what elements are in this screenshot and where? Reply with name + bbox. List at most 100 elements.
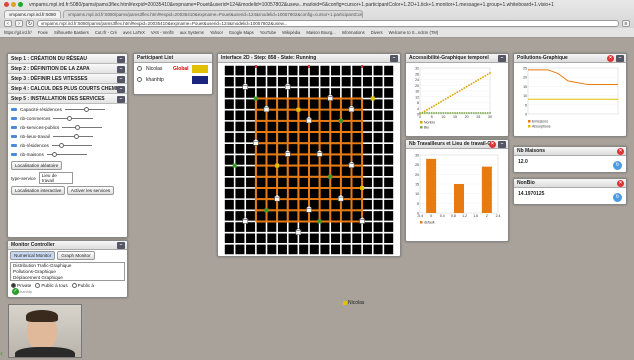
tab-bar: vmpams.mpl.ird.fr:5080 vmpams.mpl.ird.fr… [0, 9, 634, 18]
monitor-list[interactable]: Distribution Trafic-Graphique Pollutions-… [10, 262, 125, 281]
service-marker [275, 163, 280, 168]
step-label: Step 4 : CALCUL DES PLUS COURTS CHEMINS [11, 86, 125, 92]
step-4[interactable]: Step 4 : CALCUL DES PLUS COURTS CHEMINS – [8, 84, 127, 94]
radio-private[interactable]: Private [11, 283, 31, 289]
series-point-bio [421, 112, 424, 114]
param-slider[interactable] [46, 152, 87, 157]
travailleurs-chart-title: Nb Travailleurs et Lieu de travail-G × – [406, 140, 508, 149]
series-point-nonbio [454, 92, 456, 95]
series-point-nonbio [419, 113, 421, 115]
bookmark-item[interactable]: aux Systems [179, 30, 204, 35]
tab-active[interactable]: vmpams.mpl.ird.fr:5080 [4, 10, 62, 18]
bookmark-item[interactable]: Google Maps [228, 30, 254, 35]
minimize-icon[interactable]: – [616, 55, 624, 62]
step-2[interactable]: Step 2 : DÉFINITION DE LA ZAPA – [8, 64, 127, 74]
minimize-icon[interactable]: – [498, 55, 506, 62]
minimize-icon[interactable]: – [117, 95, 125, 103]
monitor-list-item[interactable]: Pollutions-Graphique [13, 269, 56, 274]
participant-radio[interactable] [137, 77, 142, 82]
close-icon[interactable]: × [607, 55, 614, 62]
minimize-icon[interactable]: – [117, 75, 125, 83]
close-icon[interactable]: × [617, 180, 624, 187]
collapse-arrow-icon[interactable]: ‹ [0, 348, 3, 358]
bookmark-item[interactable]: VAS - VerifS [150, 30, 174, 35]
series-point-bio [419, 112, 421, 114]
y-tick-label: 30 [415, 154, 419, 158]
tab-url[interactable]: vmpams.mpl.ird.fr:5080/pams/pams3flex.ht… [63, 10, 364, 18]
monitor-list-item[interactable]: Distribution Trafic-Graphique [13, 263, 72, 268]
bookmark-item[interactable]: Wikipédia [282, 30, 301, 35]
type-service-select[interactable]: Lieu de travail [38, 172, 73, 184]
minimize-icon[interactable]: – [498, 141, 506, 148]
slider-knob[interactable] [67, 116, 73, 121]
minimize-icon[interactable]: – [117, 242, 125, 249]
minimize-window-icon[interactable] [11, 2, 16, 7]
simulation-map[interactable] [224, 65, 394, 255]
localisation-interactive-button[interactable]: Localisation interactive [11, 186, 66, 195]
step-5[interactable]: Step 5 : INSTALLATION DES SERVICES – [8, 94, 127, 104]
menu-icon[interactable]: ≡ [622, 19, 630, 27]
forward-icon[interactable]: › [15, 19, 23, 27]
y-tick-label: 10 [523, 94, 527, 98]
activer-services-button[interactable]: Activer les services [66, 186, 115, 195]
bookmark-item[interactable]: Welcome to S...ndcm (TM) [388, 30, 439, 35]
house-icon [252, 138, 260, 146]
param-label: Capacité-résidences [20, 107, 62, 112]
bookmark-item[interactable]: Informations [341, 30, 365, 35]
bookmark-item[interactable]: avec LaTeX [122, 30, 145, 35]
service-marker [232, 163, 237, 168]
bookmark-item[interactable]: YouTube [259, 30, 277, 35]
service-marker [338, 118, 343, 123]
bookmark-item[interactable]: Cut.rfr - Cré [94, 30, 117, 35]
param-slider[interactable] [64, 107, 105, 112]
block [352, 133, 362, 143]
localisation-aleatoire-button[interactable]: Localisation aléatoire [11, 161, 63, 170]
minimize-icon[interactable]: – [117, 55, 125, 63]
step-1[interactable]: Step 1 : CRÉATION DU RÉSEAU – [8, 54, 127, 64]
bookmark-item[interactable]: Maison Bourg... [306, 30, 336, 35]
participant-radio[interactable] [137, 66, 142, 71]
check-icon[interactable]: ✓ [12, 288, 19, 295]
bookmark-item[interactable]: Yahoo! [209, 30, 223, 35]
interface-2d-title: Interface 2D - Step: 858 - State: Runnin… [218, 54, 400, 63]
bookmark-item[interactable]: Foxie [37, 30, 48, 35]
series-point-nonbio [433, 105, 435, 107]
bookmark-item[interactable]: Silhouette Bastiers [53, 30, 89, 35]
radio-public-to[interactable]: Public à [71, 283, 94, 289]
participant-row[interactable]: khanhtp [134, 74, 212, 85]
reload-icon[interactable]: ↻ [26, 19, 34, 27]
series-point-nonbio [435, 103, 438, 106]
x-tick-label: 2.4 [496, 214, 501, 218]
monitor-list-item[interactable]: Déplacement Graphique [13, 275, 63, 280]
param-slider[interactable] [53, 116, 94, 121]
close-window-icon[interactable] [4, 2, 9, 7]
close-icon[interactable]: × [617, 148, 624, 155]
refresh-icon[interactable]: ↻ [613, 193, 622, 202]
bookmark-item[interactable]: Divers [370, 30, 383, 35]
step-3[interactable]: Step 3 : DÉFINIR LES VITESSES – [8, 74, 127, 84]
tab-graph-monitor[interactable]: Graph Monitor [57, 251, 95, 260]
param-slider[interactable] [62, 125, 103, 130]
back-icon[interactable]: ‹ [4, 19, 12, 27]
refresh-icon[interactable]: ↻ [613, 161, 622, 170]
bookmark-item[interactable]: https://git.ird.fr/ [4, 30, 32, 35]
address-bar[interactable]: vmpams.mpl.ird.fr:5080/pams/pams3flex.ht… [37, 19, 619, 27]
block [267, 121, 277, 132]
param-slider[interactable] [51, 143, 92, 148]
minimize-icon[interactable]: – [117, 65, 125, 73]
minimize-icon[interactable]: – [117, 85, 125, 93]
tab-numerical-monitor[interactable]: Numerical Monitor [10, 251, 56, 260]
param-slider[interactable] [52, 134, 93, 139]
radio-public-all[interactable]: Public à tous [35, 283, 68, 289]
zoom-window-icon[interactable] [18, 2, 23, 7]
minimize-icon[interactable]: – [390, 55, 398, 62]
entry-marker [308, 65, 310, 68]
slider-knob[interactable] [73, 134, 79, 139]
close-icon[interactable]: × [489, 141, 496, 148]
slider-knob[interactable] [84, 107, 90, 112]
slider-knob[interactable] [52, 152, 57, 157]
slider-knob[interactable] [74, 125, 80, 130]
slider-knob[interactable] [58, 143, 64, 148]
participant-row[interactable]: Nicolas Global [134, 63, 212, 74]
service-marker [360, 185, 365, 190]
